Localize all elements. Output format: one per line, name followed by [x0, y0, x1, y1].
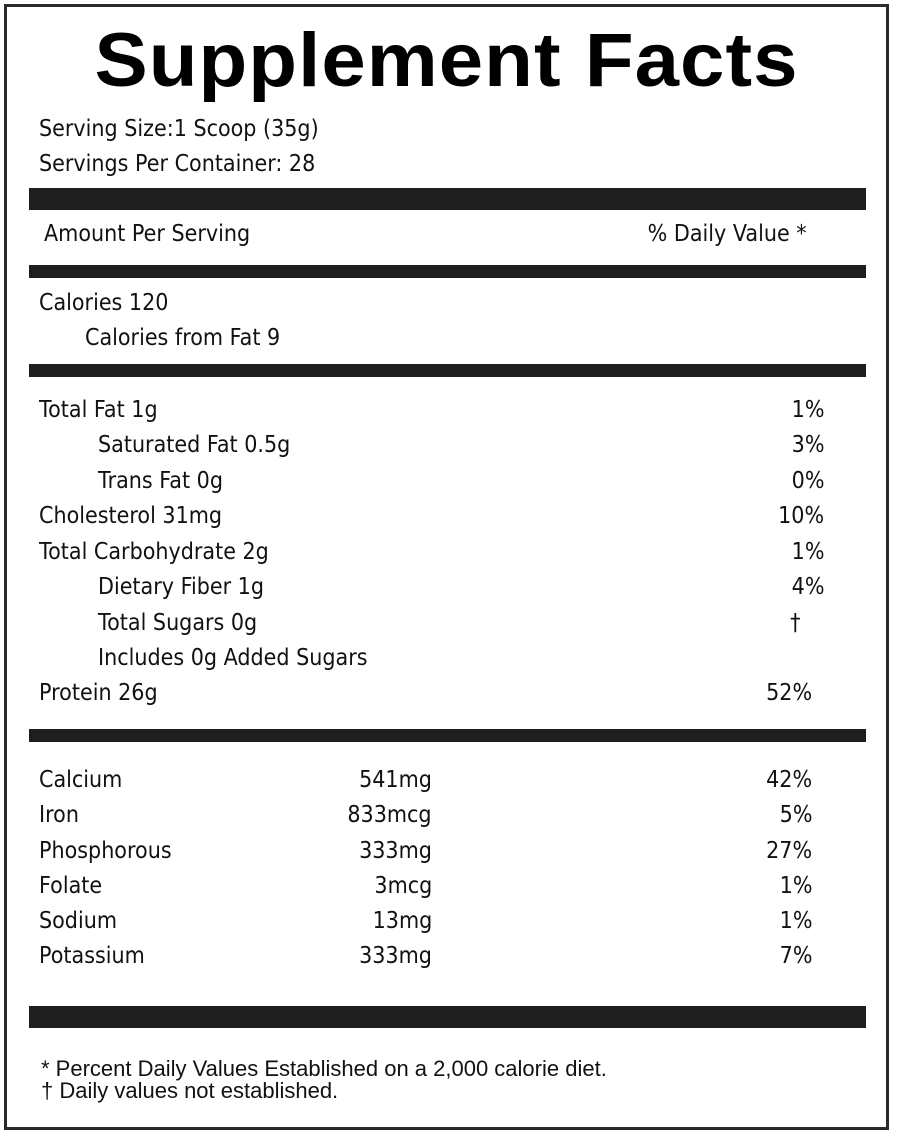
nutrient-added-sugars: Includes 0g Added Sugars [98, 645, 368, 671]
nutrient-protein-dv: 52% [765, 680, 812, 706]
nutrient-total-carbohydrate: Total Carbohydrate 2g [39, 539, 269, 565]
calories: Calories 120 [39, 290, 169, 316]
nutrient-total-carbohydrate-dv: 1% [791, 539, 824, 565]
nutrient-dietary-fiber-dv: 4% [791, 574, 824, 600]
nutrient-protein: Protein 26g [39, 680, 158, 706]
mineral-iron: Iron [39, 802, 79, 828]
mineral-folate: Folate [39, 873, 103, 899]
mineral-sodium-dv: 1% [779, 908, 812, 934]
mineral-sodium: Sodium [39, 908, 117, 934]
mineral-calcium-dv: 42% [765, 767, 812, 793]
nutrient-cholesterol-dv: 10% [777, 503, 824, 529]
nutrient-trans-fat: Trans Fat 0g [98, 468, 223, 494]
nutrient-total-sugars: Total Sugars 0g [98, 610, 258, 636]
nutrient-total-fat: Total Fat 1g [39, 397, 158, 423]
amount-per-serving-header: Amount Per Serving [44, 221, 251, 247]
calories-from-fat: Calories from Fat 9 [85, 325, 281, 351]
divider-bar [29, 729, 866, 742]
mineral-calcium-amount: 541mg [359, 767, 432, 793]
mineral-folate-amount: 3mcg [374, 873, 432, 899]
mineral-folate-dv: 1% [779, 873, 812, 899]
mineral-potassium: Potassium [39, 943, 145, 969]
mineral-iron-amount: 833mcg [347, 802, 432, 828]
nutrient-dietary-fiber: Dietary Fiber 1g [98, 574, 265, 600]
footnote-daily-values: * Percent Daily Values Established on a … [41, 1056, 607, 1081]
mineral-potassium-amount: 333mg [359, 943, 432, 969]
servings-per-container: Servings Per Container: 28 [39, 151, 316, 177]
nutrient-saturated-fat-dv: 3% [791, 432, 824, 458]
divider-bar [29, 364, 866, 377]
divider-bar-thick [29, 188, 866, 210]
nutrient-cholesterol: Cholesterol 31mg [39, 503, 223, 529]
nutrient-total-fat-dv: 1% [791, 397, 824, 423]
mineral-phosphorous-amount: 333mg [359, 838, 432, 864]
supplement-facts-label: Supplement Facts Serving Size:1 Scoop (3… [4, 4, 889, 1130]
mineral-sodium-amount: 13mg [372, 908, 432, 934]
dagger-marker: † [789, 610, 800, 636]
mineral-phosphorous-dv: 27% [765, 838, 812, 864]
serving-size: Serving Size:1 Scoop (35g) [39, 116, 319, 142]
mineral-calcium: Calcium [39, 767, 123, 793]
mineral-potassium-dv: 7% [779, 943, 812, 969]
nutrient-saturated-fat: Saturated Fat 0.5g [98, 432, 291, 458]
mineral-iron-dv: 5% [779, 802, 812, 828]
daily-value-header: % Daily Value * [648, 221, 807, 247]
label-title: Supplement Facts [94, 18, 799, 103]
mineral-phosphorous: Phosphorous [39, 838, 172, 864]
nutrient-trans-fat-dv: 0% [791, 468, 824, 494]
footnote-dagger: † Daily values not established. [41, 1078, 339, 1103]
divider-bar [29, 265, 866, 278]
divider-bar-thick [29, 1006, 866, 1028]
